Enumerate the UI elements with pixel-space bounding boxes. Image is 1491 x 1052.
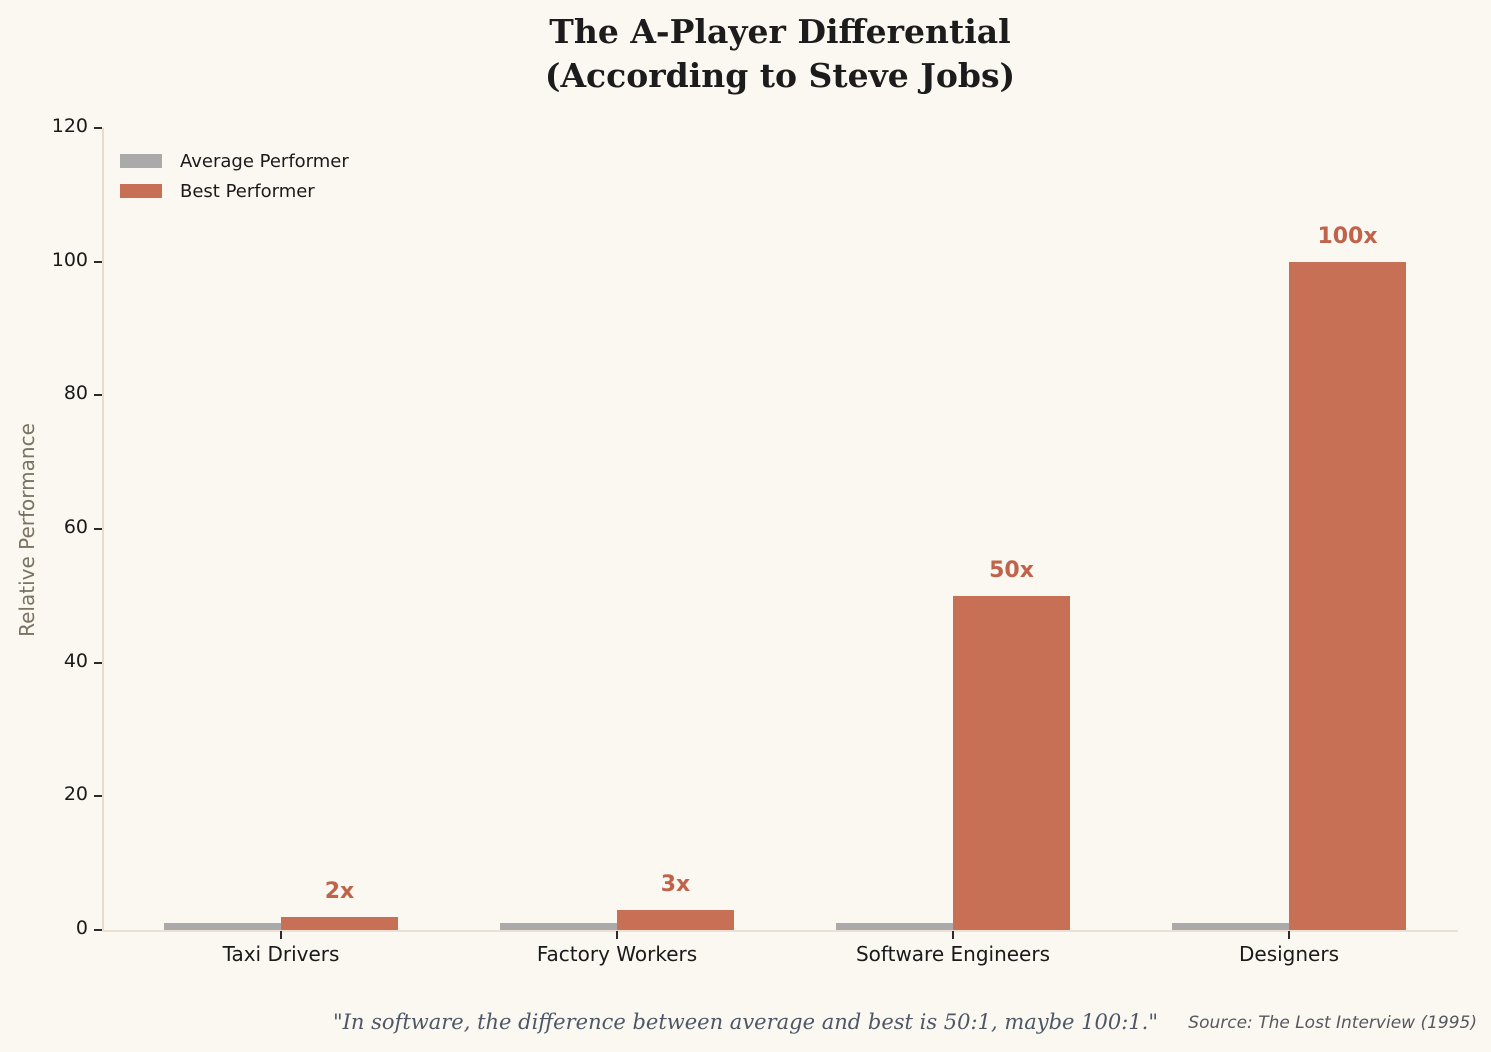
y-tick-mark: [94, 127, 102, 129]
y-tick-mark: [94, 260, 102, 263]
y-tick-mark: [94, 929, 102, 931]
x-tick-mark: [616, 931, 618, 939]
x-tick-mark: [1288, 931, 1290, 939]
bar-average-performer: [836, 923, 953, 930]
bar-value-label: 2x: [324, 878, 355, 904]
x-category-label: Factory Workers: [536, 942, 698, 966]
y-axis-spine: [102, 128, 104, 930]
y-tick-mark: [94, 394, 102, 397]
y-tick-label: 40: [63, 649, 88, 672]
y-tick-label: 20: [63, 783, 88, 806]
y-tick-mark: [94, 661, 102, 664]
bar-value-label: 50x: [989, 557, 1034, 583]
y-tick-label: 120: [51, 115, 88, 137]
bar-value-label: 3x: [660, 871, 691, 897]
footer-quote: "In software, the difference between ave…: [332, 1010, 1159, 1034]
x-category-label: Designers: [1239, 942, 1339, 966]
y-tick-label: 80: [63, 382, 88, 405]
footer-source: Source: The Lost Interview (1995): [1188, 1013, 1477, 1033]
y-axis-title: Relative Performance: [15, 423, 39, 637]
bar-average-performer: [164, 923, 281, 930]
bar-best-performer: [1289, 261, 1406, 930]
x-tick-mark: [952, 931, 954, 939]
x-tick-mark: [280, 931, 282, 939]
x-category-label: Software Engineers: [855, 942, 1050, 966]
bar-value-label: 100x: [1317, 223, 1378, 249]
legend-swatch-best-performer: [120, 184, 162, 198]
legend: Average Performer Best Performer: [120, 146, 349, 206]
y-tick-label: 60: [63, 516, 88, 538]
chart-title-line1: The A-Player Differential: [549, 12, 1011, 51]
y-tick-label: 100: [51, 248, 88, 271]
legend-item-best-performer: Best Performer: [120, 176, 349, 206]
x-axis-spine: [102, 930, 1458, 932]
bar-average-performer: [1172, 923, 1289, 930]
y-tick-mark: [94, 795, 102, 798]
legend-swatch-average-performer: [120, 154, 162, 168]
bar-best-performer: [953, 595, 1070, 930]
y-tick-label: 0: [75, 917, 88, 939]
y-tick-mark: [94, 528, 102, 530]
bar-best-performer: [617, 909, 734, 930]
bar-average-performer: [500, 923, 617, 930]
legend-label-best-performer: Best Performer: [180, 180, 315, 202]
chart-title: The A-Player Differential (According to …: [102, 10, 1458, 97]
chart-title-line2: (According to Steve Jobs): [544, 55, 1016, 95]
legend-label-average-performer: Average Performer: [180, 150, 349, 172]
x-category-label: Taxi Drivers: [222, 942, 340, 966]
bar-best-performer: [281, 916, 398, 930]
legend-item-average-performer: Average Performer: [120, 146, 349, 176]
